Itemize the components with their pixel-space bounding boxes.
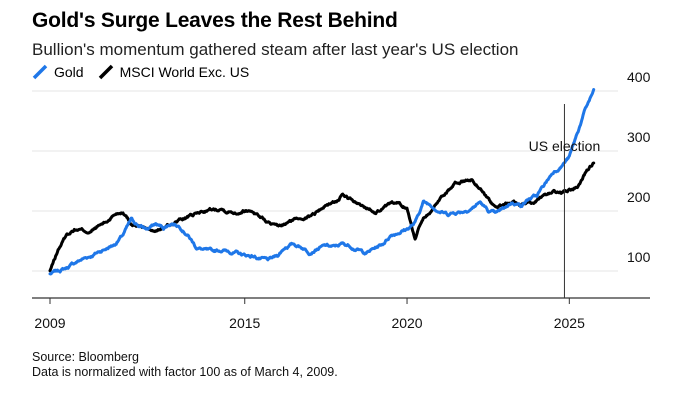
x-tick-label-2020: 2020 [391, 315, 422, 331]
x-tick-label-2009: 2009 [34, 315, 65, 331]
annotation-label-us-election: US election [529, 138, 601, 154]
source-note: Source: Bloomberg [32, 350, 140, 364]
normalization-note: Data is normalized with factor 100 as of… [32, 365, 338, 379]
chart-legend: Gold MSCI World Exc. US [32, 64, 263, 80]
legend-label-gold: Gold [54, 64, 84, 80]
y-tick-label-200: 200 [627, 189, 651, 205]
legend-label-msci: MSCI World Exc. US [119, 64, 250, 80]
chart-subtitle: Bullion's momentum gathered steam after … [32, 40, 519, 59]
y-tick-label-300: 300 [627, 129, 651, 145]
legend-swatch-gold [32, 64, 48, 80]
y-tick-label-400: 400 [627, 69, 651, 85]
series-line-gold [48, 88, 596, 276]
chart-title: Gold's Surge Leaves the Rest Behind [32, 9, 398, 32]
legend-item-msci: MSCI World Exc. US [98, 64, 250, 80]
x-tick-label-2015: 2015 [229, 315, 260, 331]
legend-swatch-msci [98, 64, 113, 80]
y-tick-label-100: 100 [627, 249, 651, 265]
x-tick-label-2025: 2025 [554, 315, 585, 331]
chart-footer: Source: Bloomberg Data is normalized wit… [32, 350, 338, 380]
legend-item-gold: Gold [32, 64, 84, 80]
